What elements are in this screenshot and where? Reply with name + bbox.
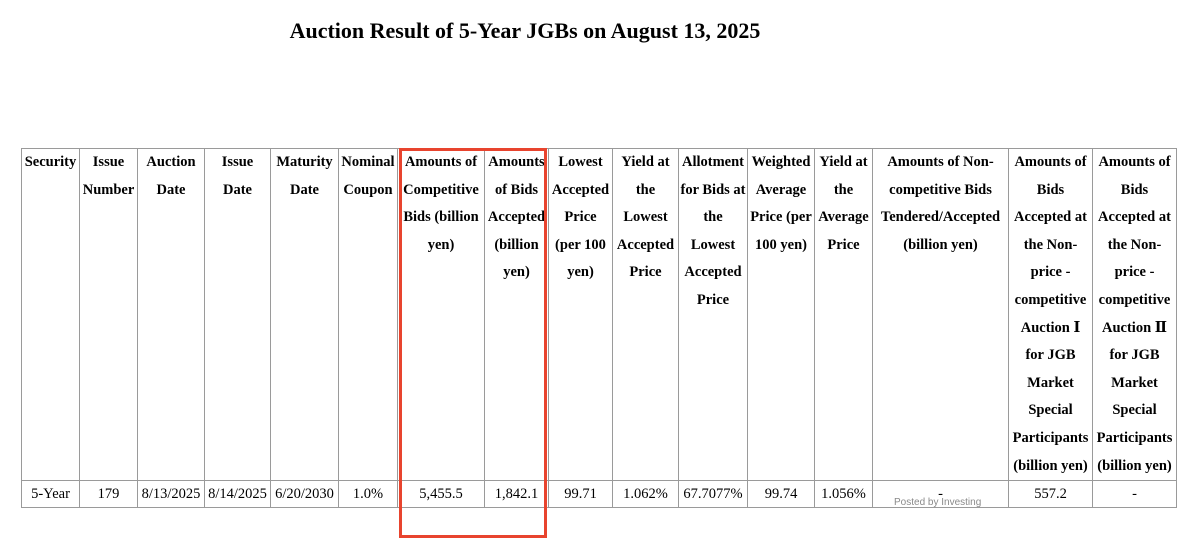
cell-non-competitive-bids: - <box>872 480 1009 509</box>
header-non-price-auction-1: Amounts of Bids Accepted at the Non-pric… <box>1008 147 1093 482</box>
header-allotment-lowest-price: Allotment for Bids at the Lowest Accepte… <box>678 147 748 482</box>
header-auction-date: Auction Date <box>137 147 205 482</box>
cell-auction-date: 8/13/2025 <box>137 480 205 509</box>
header-maturity-date: Maturity Date <box>270 147 339 482</box>
header-competitive-bids: Amounts of Competitive Bids (billion yen… <box>397 147 485 482</box>
watermark: Posted by Investing <box>894 497 982 508</box>
cell-non-price-auction-2: - <box>1092 480 1177 509</box>
cell-nominal-coupon: 1.0% <box>338 480 398 509</box>
header-lowest-accepted-price: Lowest Accepted Price (per 100 yen) <box>548 147 613 482</box>
cell-competitive-bids: 5,455.5 <box>397 480 485 509</box>
header-weighted-average-price: Weighted Average Price (per 100 yen) <box>747 147 815 482</box>
header-bids-accepted: Amounts of Bids Accepted (billion yen) <box>484 147 549 482</box>
header-row: Security Issue Number Auction Date Issue… <box>21 147 1177 482</box>
header-security: Security <box>21 147 80 482</box>
cell-allotment-lowest-price: 67.7077% <box>678 480 748 509</box>
header-nominal-coupon: Nominal Coupon <box>338 147 398 482</box>
header-yield-average-price: Yield at the Average Price <box>814 147 873 482</box>
header-issue-number: Issue Number <box>79 147 138 482</box>
header-non-competitive-bids: Amounts of Non-competitive Bids Tendered… <box>872 147 1009 482</box>
page-title: Auction Result of 5-Year JGBs on August … <box>289 18 761 43</box>
header-non-price-auction-2: Amounts of Bids Accepted at the Non-pric… <box>1092 147 1177 482</box>
cell-weighted-average-price: 99.74 <box>747 480 815 509</box>
cell-lowest-accepted-price: 99.71 <box>548 480 613 509</box>
table-row: 5-Year 179 8/13/2025 8/14/2025 6/20/2030… <box>21 480 1177 509</box>
cell-maturity-date: 6/20/2030 <box>270 480 339 509</box>
cell-issue-number: 179 <box>79 480 138 509</box>
auction-results-table: Security Issue Number Auction Date Issue… <box>21 147 1177 509</box>
header-issue-date: Issue Date <box>204 147 271 482</box>
cell-non-price-auction-1: 557.2 <box>1008 480 1093 509</box>
header-yield-lowest-price: Yield at the Lowest Accepted Price <box>612 147 679 482</box>
cell-security: 5-Year <box>21 480 80 509</box>
cell-yield-average-price: 1.056% <box>814 480 873 509</box>
cell-issue-date: 8/14/2025 <box>204 480 271 509</box>
cell-bids-accepted: 1,842.1 <box>484 480 549 509</box>
cell-yield-lowest-price: 1.062% <box>612 480 679 509</box>
